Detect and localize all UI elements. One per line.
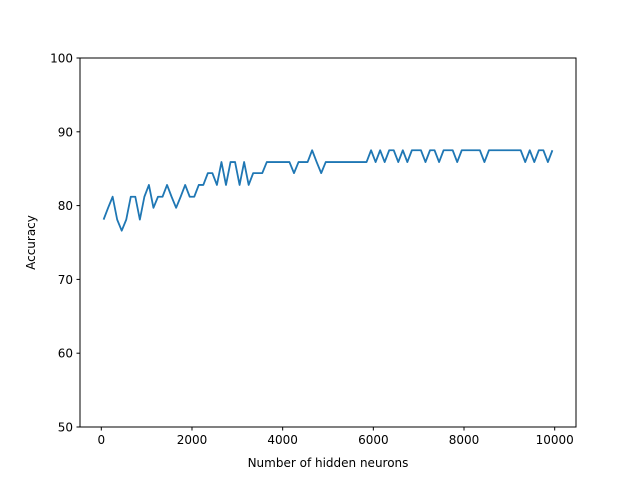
y-tick-label: 100 <box>50 52 73 66</box>
y-axis-ticks: 50 60 70 80 90 100 <box>50 52 80 435</box>
x-tick-label: 0 <box>97 433 105 447</box>
y-tick-label: 60 <box>58 347 73 361</box>
x-tick-label: 2000 <box>177 433 208 447</box>
y-tick-label: 80 <box>58 199 73 213</box>
x-tick-label: 4000 <box>267 433 298 447</box>
plot-frame <box>79 57 577 428</box>
y-axis-label: Accuracy <box>24 215 38 270</box>
x-axis-ticks: 0 2000 4000 6000 8000 10000 <box>97 427 574 447</box>
y-tick-label: 50 <box>58 421 73 435</box>
x-tick-label: 6000 <box>358 433 389 447</box>
y-tick-label: 90 <box>58 125 73 139</box>
x-tick-label: 10000 <box>536 433 574 447</box>
x-axis-label: Number of hidden neurons <box>248 456 409 470</box>
series-line <box>102 149 554 232</box>
plot-area <box>102 149 554 232</box>
x-tick-label: 8000 <box>449 433 480 447</box>
y-tick-label: 70 <box>58 273 73 287</box>
